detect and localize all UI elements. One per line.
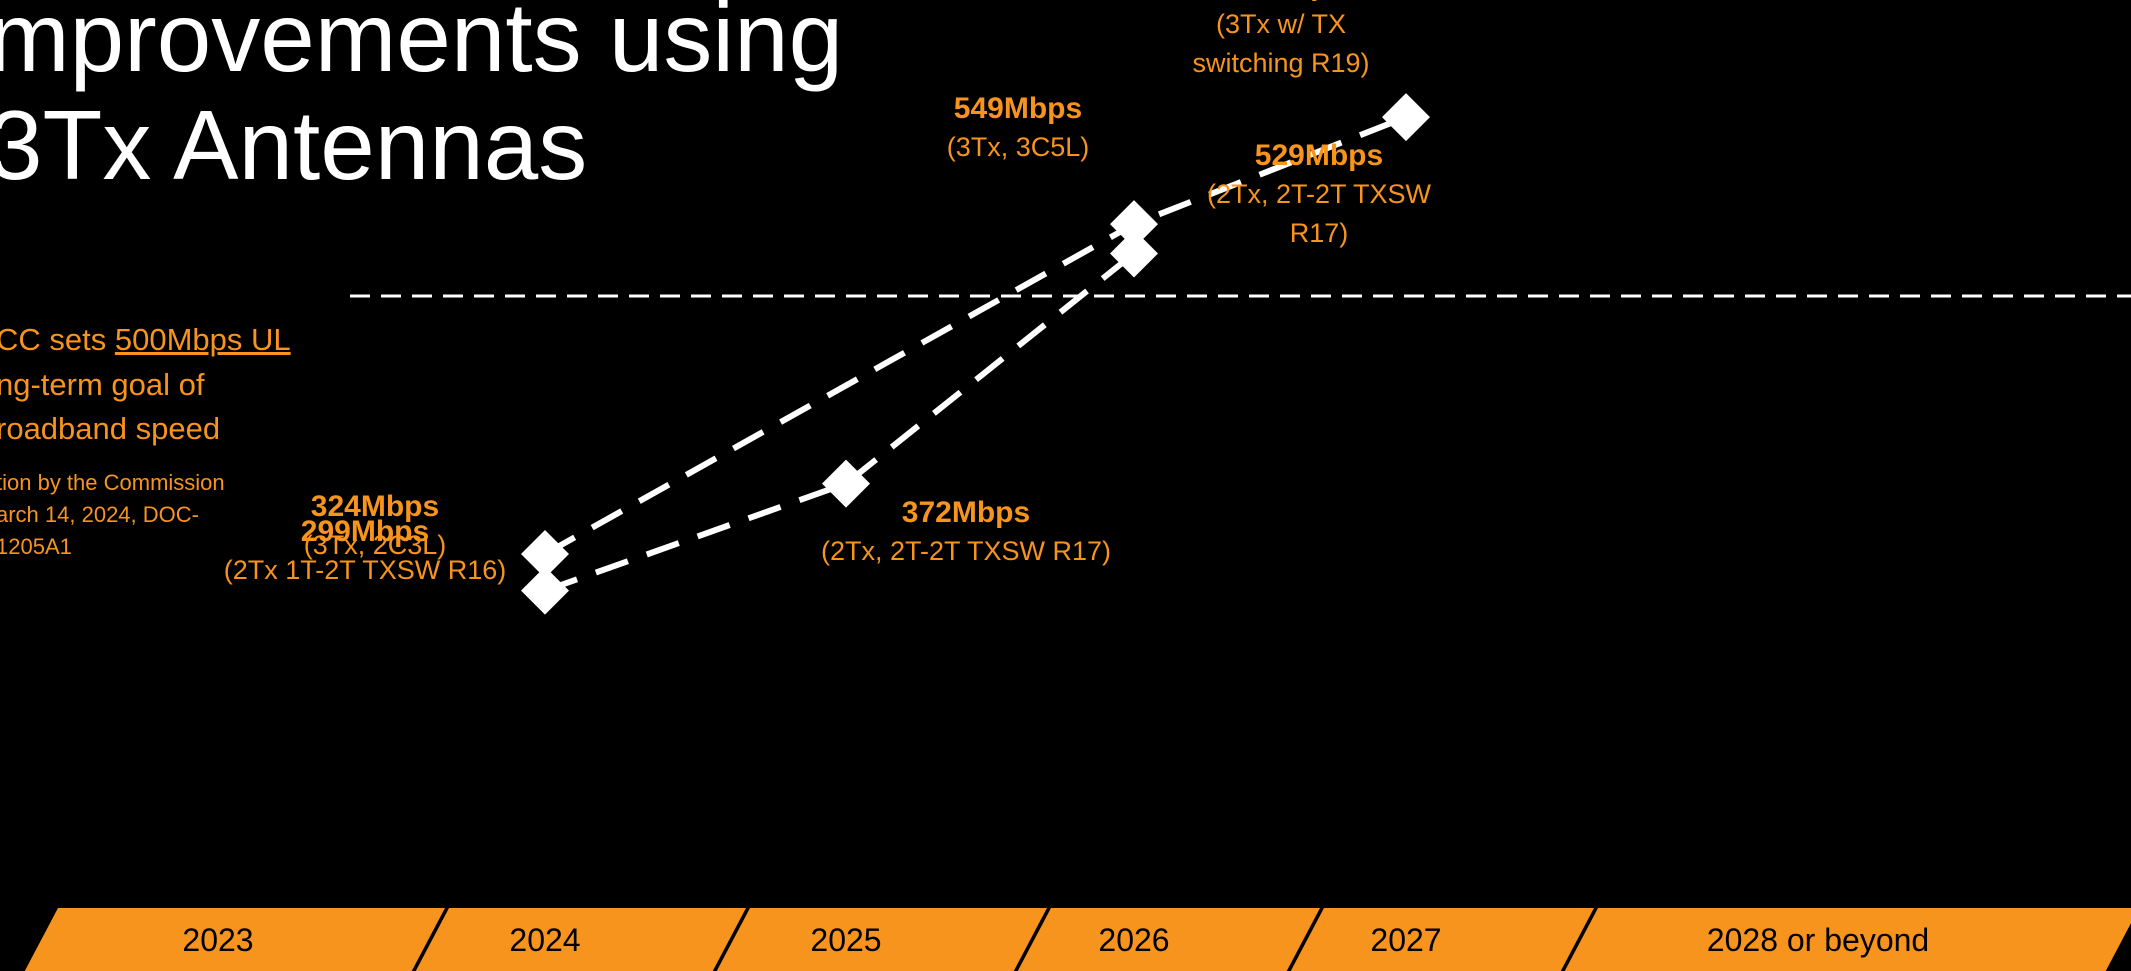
point-value-label: 372Mbps [901,495,1031,529]
point-desc-label: (3Tx, 2C3L) [303,530,447,561]
series-2-line [543,251,1136,594]
year-label-2028-or-beyond: 2028 or beyond [1706,922,1930,958]
year-label-2026: 2026 [1098,922,1170,958]
fcc-source-line-1: tion by the Commission [0,470,225,495]
year-label-2024: 2024 [509,922,581,958]
point-value-label: 622Mbps [1181,0,1381,5]
fcc-goal-link[interactable]: 500Mbps UL [114,322,291,357]
point-desc-label: (2Tx, 2T-2T TXSW R17) [820,535,1112,566]
year-label-2027: 2027 [1370,922,1442,958]
timeline-band-2026 [1017,908,1320,971]
point-desc-label: (2Tx, 2T-2T TXSW R17) [1206,179,1432,249]
point-desc-label: (2Tx 1T-2T TXSW R16) [223,554,507,585]
series-1-point-3-marker [1382,93,1430,142]
series-2-point-1-marker [521,566,569,615]
series-1-point-1-label: 324Mbps (3Tx, 2C3L) [304,488,447,564]
point-value-label: 549Mbps [953,92,1083,126]
series-2-point-1-label: 299Mbps (2Tx 1T-2T TXSW R16) [224,513,507,589]
series-1-point-2-label: 549Mbps (3Tx, 3C5L) [947,90,1090,166]
series-2-point-3-marker [1110,229,1158,278]
point-value-label: 324Mbps [310,490,440,524]
year-label-2023: 2023 [182,922,254,958]
point-value-label: 299Mbps [300,514,430,548]
fcc-note-line-3: roadband speed [0,411,221,446]
timeline-band-2025 [716,908,1047,971]
fcc-source-line-3: 1205A1 [0,534,72,559]
series-2-point-3-label: 529Mbps (2Tx, 2T-2T TXSW R17) [1199,137,1439,253]
timeline-band-2023 [24,908,445,971]
fcc-source-line-2: arch 14, 2024, DOC- [0,502,199,527]
fcc-note-line-1: CC sets 500Mbps UL [0,322,291,358]
point-desc-label: (3Tx w/ TX switching R19) [1192,9,1370,79]
series-2-point-2-label: 372Mbps (2Tx, 2T-2T TXSW R17) [821,494,1111,570]
series-1-point-2-marker [1110,200,1158,249]
series-1-point-3-label: 622Mbps (3Tx w/ TX switching R19) [1181,0,1381,83]
timeline-band-2028-or-beyond [1564,908,2131,971]
timeline-band-2027 [1290,908,1594,971]
year-label-2025: 2025 [810,922,882,958]
slide-title-line-2: 3Tx Antennas [0,90,588,200]
fcc-note-line-2: ng-term goal of [0,367,205,402]
series-2-point-2-marker [822,459,870,508]
point-desc-label: (3Tx, 3C5L) [946,132,1090,163]
fcc-note-prefix: CC sets [0,322,115,357]
slide-title-line-1: mprovements using [0,0,844,92]
point-value-label: 529Mbps [1254,139,1384,173]
timeline-band-2024 [415,908,746,971]
series-1-point-1-marker [521,530,569,579]
